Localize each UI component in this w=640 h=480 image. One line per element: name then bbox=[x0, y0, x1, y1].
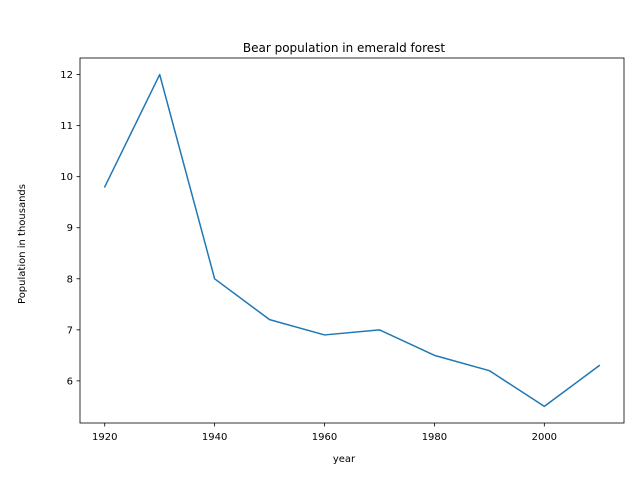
y-tick-label-7: 7 bbox=[67, 325, 73, 336]
y-tick-label-11: 11 bbox=[60, 121, 73, 132]
series-line-0 bbox=[103, 73, 601, 408]
x-tick-label-2000: 2000 bbox=[532, 432, 557, 443]
x-axis-label: year bbox=[333, 454, 356, 465]
axes-frame bbox=[79, 57, 625, 424]
y-axis-label: Population in thousands bbox=[17, 184, 28, 304]
x-tick-label-1980: 1980 bbox=[422, 432, 447, 443]
x-tick-label-1940: 1940 bbox=[202, 432, 227, 443]
x-tick-label-1960: 1960 bbox=[312, 432, 337, 443]
y-tick-label-6: 6 bbox=[67, 376, 73, 387]
y-tick-label-12: 12 bbox=[60, 70, 73, 81]
x-tick-label-1920: 1920 bbox=[92, 432, 117, 443]
y-tick-label-8: 8 bbox=[67, 274, 73, 285]
chart-title: Bear population in emerald forest bbox=[243, 41, 446, 55]
plot-area: 1920 1940 1960 1980 2000 6 7 8 9 10 11 12 bbox=[60, 57, 625, 443]
y-tick-label-10: 10 bbox=[60, 172, 73, 183]
y-tick-label-9: 9 bbox=[67, 223, 73, 234]
